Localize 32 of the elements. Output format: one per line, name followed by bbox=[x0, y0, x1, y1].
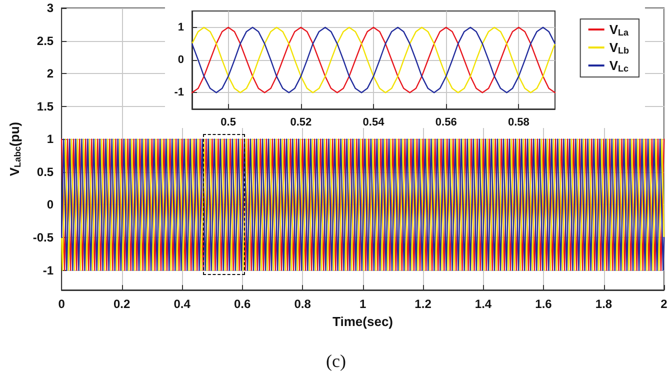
x-axis-title: Time(sec) bbox=[332, 314, 394, 329]
y-tick-label: -0.5 bbox=[32, 230, 54, 245]
y-tick-label: 0 bbox=[178, 54, 184, 66]
x-tick-label: 0.2 bbox=[113, 297, 130, 311]
y-tick-label: 1 bbox=[46, 132, 54, 146]
y-tick-label: -1 bbox=[174, 86, 184, 99]
y-tick-label: -1 bbox=[42, 263, 54, 278]
x-tick-label: 1 bbox=[359, 297, 366, 311]
x-tick-label: 0.8 bbox=[294, 297, 312, 311]
x-tick-label: 0.54 bbox=[362, 116, 386, 128]
y-tick-label: 2 bbox=[46, 66, 54, 81]
x-tick-label: 0.58 bbox=[508, 116, 530, 128]
y-tick-label: 1 bbox=[178, 21, 184, 34]
x-tick-label: 0.5 bbox=[220, 116, 236, 128]
y-tick-label: 0.5 bbox=[36, 164, 54, 179]
x-tick-label: 2 bbox=[660, 297, 668, 311]
x-tick-label: 1.2 bbox=[414, 297, 432, 311]
x-tick-label: 0.56 bbox=[435, 116, 457, 128]
y-axis-title: VLabc(pu) bbox=[7, 122, 22, 176]
y-tick-label: 3 bbox=[46, 1, 54, 15]
x-tick-label: 0.6 bbox=[234, 297, 251, 311]
y-tick-label: 2.5 bbox=[36, 34, 54, 48]
x-tick-label: 0.4 bbox=[174, 297, 191, 311]
x-tick-label: 1.8 bbox=[595, 297, 612, 311]
y-tick-label: 0 bbox=[46, 198, 54, 212]
text: (c) bbox=[326, 351, 346, 371]
x-tick-label: 1.6 bbox=[535, 297, 552, 311]
line-series bbox=[191, 26, 556, 94]
y-tick-label: 1.5 bbox=[36, 99, 54, 114]
x-tick-label: 1.4 bbox=[474, 297, 492, 311]
x-tick-label: 0 bbox=[58, 297, 66, 311]
x-tick-label: 0.52 bbox=[290, 116, 312, 128]
